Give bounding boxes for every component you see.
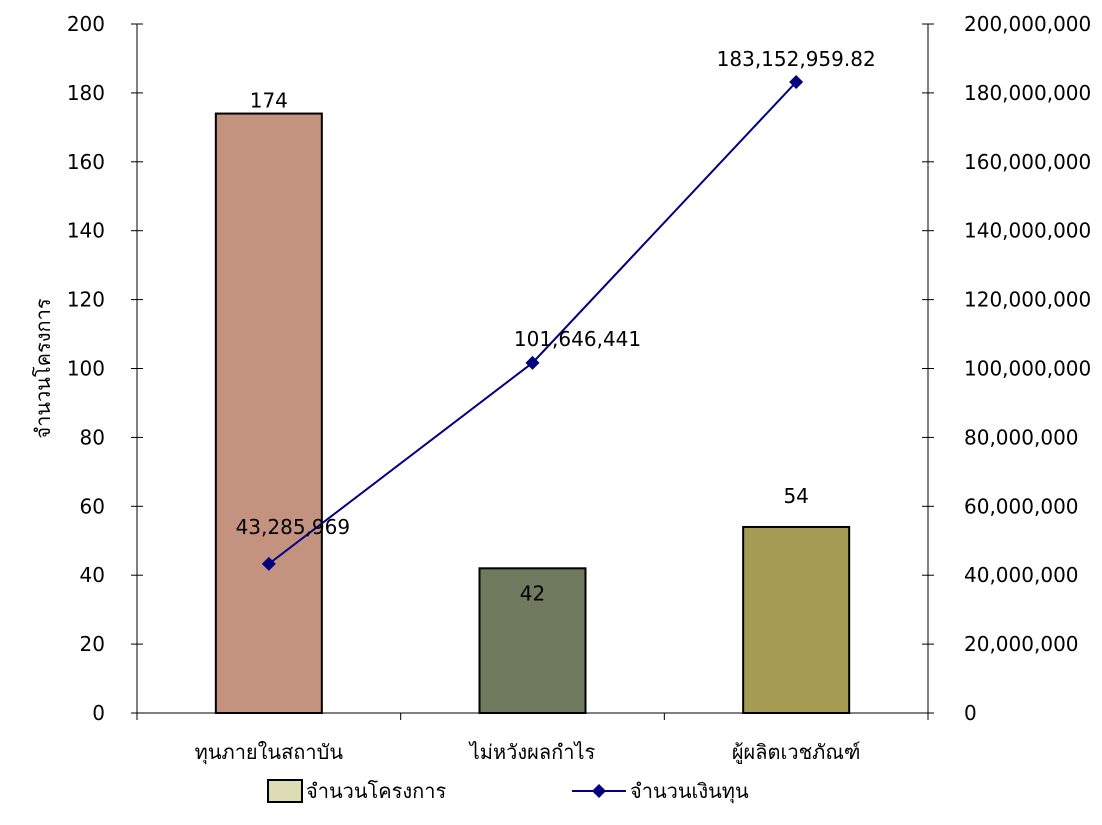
axes: 0 0 20 20,000,000 40 40,000,000 60 60,000,000 80… (67, 12, 1091, 765)
funding-value-label: 183,152,959.82 (717, 47, 876, 71)
bar-value-label: 174 (250, 89, 288, 113)
y-tick-label-left: 140 (67, 219, 105, 243)
legend-swatch-projects (267, 779, 303, 803)
x-tick-label: ผู้ผลิตเวชภัณฑ์ (732, 740, 861, 765)
y-tick-label-right: 80,000,000 (964, 425, 1079, 449)
y-tick-label-right: 40,000,000 (964, 563, 1079, 587)
y-tick-label-right: 0 (964, 701, 977, 725)
y-tick-label-left: 40 (80, 563, 105, 587)
x-tick-label: ทุนภายในสถาบัน (195, 740, 344, 765)
y-tick-label-right: 100,000,000 (964, 357, 1091, 381)
bar-value-label: 54 (783, 484, 808, 508)
funding-polyline (268, 81, 797, 565)
legend: จำนวนโครงการ จำนวนเงินทุน (267, 779, 749, 804)
data-labels: 174 42 54 43,285,969 101,646,441 183,152,959.… (236, 47, 876, 605)
y-tick-label-right: 160,000,000 (964, 150, 1091, 174)
y-tick-label-left: 20 (80, 632, 105, 656)
y-tick-label-left: 200 (67, 12, 105, 36)
x-tick-label: ไม่หวังผลกำไร (468, 740, 596, 764)
legend-marker-funding (592, 784, 606, 798)
y-tick-label-left: 160 (67, 150, 105, 174)
legend-label-funding: จำนวนเงินทุน (630, 779, 749, 804)
y-tick-label-right: 200,000,000 (964, 12, 1091, 36)
y-tick-label-left: 0 (92, 701, 105, 725)
funding-point (789, 75, 804, 90)
y-tick-label-right: 180,000,000 (964, 81, 1091, 105)
funding-value-label: 43,285,969 (236, 515, 351, 539)
y-tick-label-left: 120 (67, 288, 105, 312)
bar-2 (478, 567, 587, 714)
funding-line (261, 75, 804, 571)
y-tick-label-right: 140,000,000 (964, 219, 1091, 243)
y-tick-label-right: 60,000,000 (964, 494, 1079, 518)
bars (214, 112, 851, 714)
funding-value-label: 101,646,441 (514, 327, 641, 351)
y-tick-label-right: 120,000,000 (964, 288, 1091, 312)
y-tick-label-left: 60 (80, 494, 105, 518)
bar-1 (214, 112, 323, 714)
funding-point (525, 355, 540, 370)
y-tick-label-right: 20,000,000 (964, 632, 1079, 656)
bar-value-label: 42 (520, 581, 545, 605)
bar-3 (742, 525, 851, 714)
legend-label-projects: จำนวนโครงการ (306, 779, 446, 803)
y-tick-label-left: 80 (80, 425, 105, 449)
y-axis-title: จำนวนโครงการ (31, 298, 55, 438)
funding-point (261, 556, 276, 571)
y-tick-label-left: 100 (67, 357, 105, 381)
y-tick-label-left: 180 (67, 81, 105, 105)
